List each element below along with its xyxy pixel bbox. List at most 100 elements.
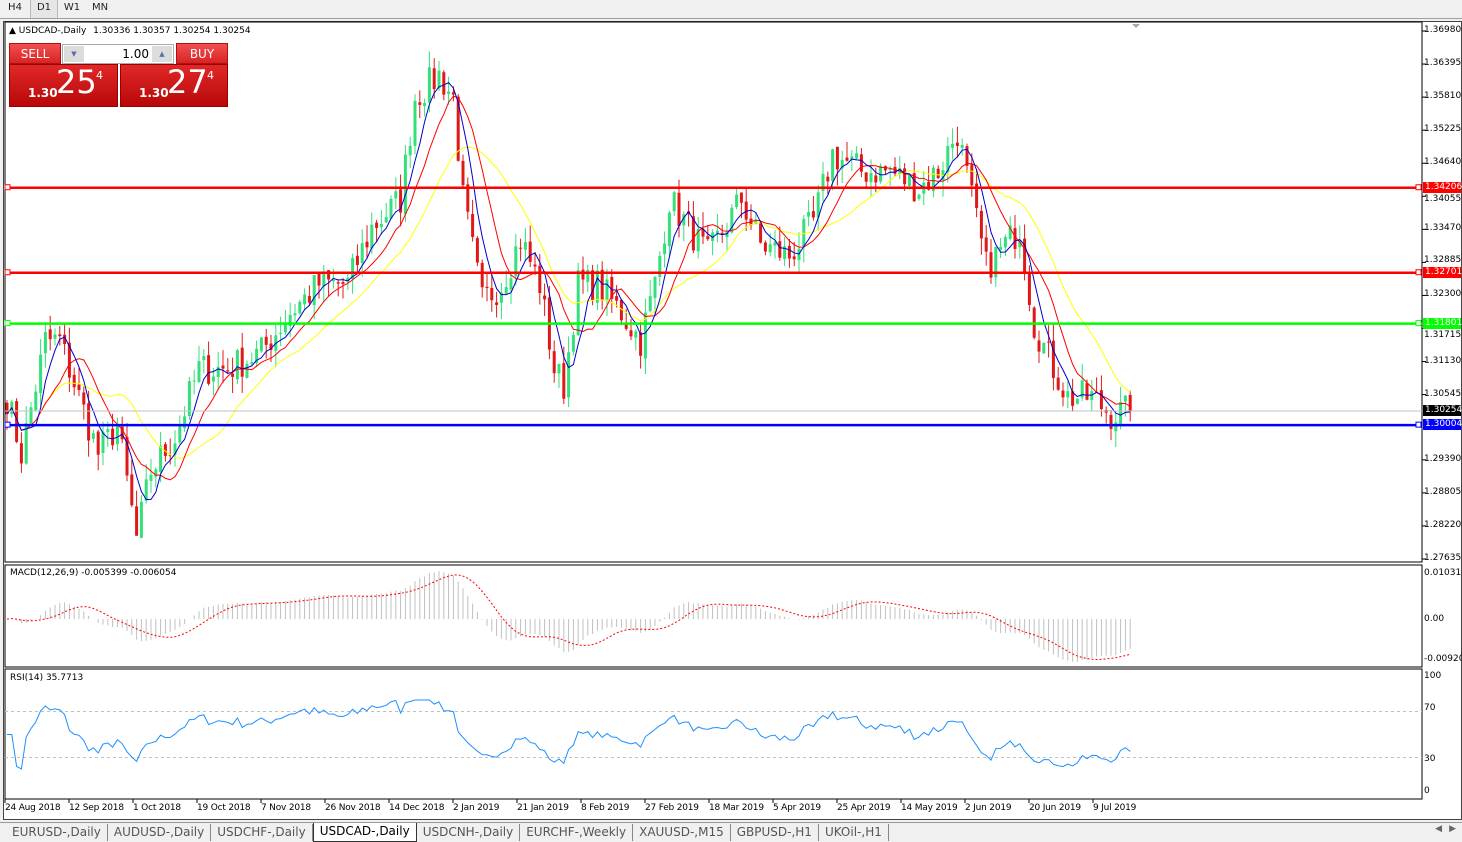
candle-body: [303, 294, 307, 305]
chart-window[interactable]: [3, 21, 1462, 820]
price-axis-label: 1.34055: [1424, 193, 1462, 204]
chart-tab[interactable]: EURCHF-,Weekly: [520, 824, 634, 841]
volume-field[interactable]: ▼ 1.00 ▲: [62, 44, 174, 64]
candle-body: [965, 146, 969, 166]
candle-body: [538, 265, 542, 294]
candle-body: [29, 407, 33, 424]
candle-body: [384, 217, 388, 223]
candle-body: [1123, 395, 1127, 402]
candle: [29, 401, 33, 424]
ma-mid-line: [6, 95, 1131, 481]
candle-body: [595, 270, 599, 303]
candle-body: [811, 211, 815, 218]
candle: [715, 213, 719, 243]
candle: [480, 259, 484, 298]
line-handle: [1415, 184, 1422, 191]
candle-body: [931, 167, 935, 192]
candle-body: [139, 501, 143, 538]
candle: [936, 165, 940, 179]
timeframe-toolbar: H4 D1 W1 MN: [0, 0, 1462, 19]
sell-price-prefix: 1.30: [28, 86, 58, 100]
candle: [691, 201, 695, 254]
candle: [1042, 342, 1046, 354]
candle: [432, 58, 436, 99]
chart-tab[interactable]: UKOil-,H1: [819, 824, 889, 841]
tabs-scroll-left-icon[interactable]: ◀: [1435, 824, 1442, 834]
candle: [413, 94, 417, 155]
volume-value[interactable]: 1.00: [122, 47, 149, 61]
candle: [322, 264, 326, 302]
price-axis-label: 1.31715: [1424, 329, 1462, 340]
candle: [946, 137, 950, 183]
candle: [807, 199, 811, 227]
candle-body: [859, 154, 863, 172]
collapse-triangle-icon[interactable]: ▲: [9, 26, 16, 36]
timeframe-mn[interactable]: MN: [91, 2, 109, 13]
candle-body: [1085, 383, 1089, 400]
chart-tab[interactable]: GBPUSD-,H1: [731, 824, 819, 841]
price-axis-label: 1.28805: [1424, 486, 1462, 497]
candle: [735, 187, 739, 210]
candle-body: [1027, 271, 1031, 305]
candle-body: [192, 380, 196, 382]
candle: [859, 148, 863, 178]
price-axis-label: 1.28220: [1424, 519, 1462, 530]
chart-tab[interactable]: EURUSD-,Daily: [6, 824, 108, 841]
sell-button[interactable]: SELL: [9, 43, 61, 64]
candle: [639, 321, 643, 369]
candle: [903, 163, 907, 191]
chart-tab[interactable]: USDCAD-,Daily: [312, 823, 417, 842]
date-axis-label: 25 Apr 2019: [837, 803, 891, 813]
candle: [101, 421, 105, 466]
line-handle: [4, 269, 11, 276]
macd-axis-label: 0.00: [1424, 614, 1445, 624]
candle-body: [235, 350, 239, 380]
candle: [504, 270, 508, 295]
timeframe-h4[interactable]: H4: [8, 2, 22, 13]
volume-decrease-icon[interactable]: ▼: [64, 46, 84, 62]
candle-body: [48, 329, 52, 340]
candle: [139, 495, 143, 539]
candle-body: [447, 91, 451, 94]
timeframe-w1[interactable]: W1: [63, 2, 81, 13]
candle: [389, 195, 393, 220]
candle-body: [735, 194, 739, 208]
chart-tab[interactable]: AUDUSD-,Daily: [108, 824, 212, 841]
candle-body: [955, 142, 959, 146]
candle-body: [960, 144, 964, 148]
candle: [58, 325, 62, 346]
candle: [418, 90, 422, 118]
candle-body: [82, 392, 86, 405]
candle-body: [130, 474, 134, 506]
volume-increase-icon[interactable]: ▲: [152, 46, 172, 62]
buy-price[interactable]: 1.30 27 4: [120, 63, 228, 107]
candle: [264, 328, 268, 359]
chart-tab[interactable]: USDCHF-,Daily: [211, 824, 313, 841]
chart-tab[interactable]: USDCNH-,Daily: [417, 824, 521, 841]
candle: [365, 225, 369, 260]
candle-body: [485, 286, 489, 288]
tabs-scroll-right-icon[interactable]: ▶: [1449, 824, 1456, 834]
sell-price[interactable]: 1.30 25 4: [9, 63, 118, 107]
line-handle: [4, 320, 11, 327]
ma-fast-line: [6, 82, 1131, 501]
line-handle: [4, 421, 11, 428]
candle-body: [207, 355, 211, 384]
timeframe-d1[interactable]: D1: [30, 0, 58, 18]
candle: [240, 332, 244, 393]
candle: [749, 204, 753, 230]
candle: [672, 190, 676, 217]
chart-tab[interactable]: XAUUSD-,M15: [633, 824, 731, 841]
candle: [514, 233, 518, 286]
candle-body: [379, 223, 383, 228]
candle: [677, 179, 681, 238]
buy-button[interactable]: BUY: [176, 43, 228, 64]
candle: [1104, 406, 1108, 424]
candle-body: [1109, 414, 1113, 429]
candle-body: [197, 361, 201, 382]
candle-body: [879, 165, 883, 182]
candle: [1066, 381, 1070, 409]
candle-body: [259, 337, 263, 352]
candle-body: [149, 474, 153, 481]
